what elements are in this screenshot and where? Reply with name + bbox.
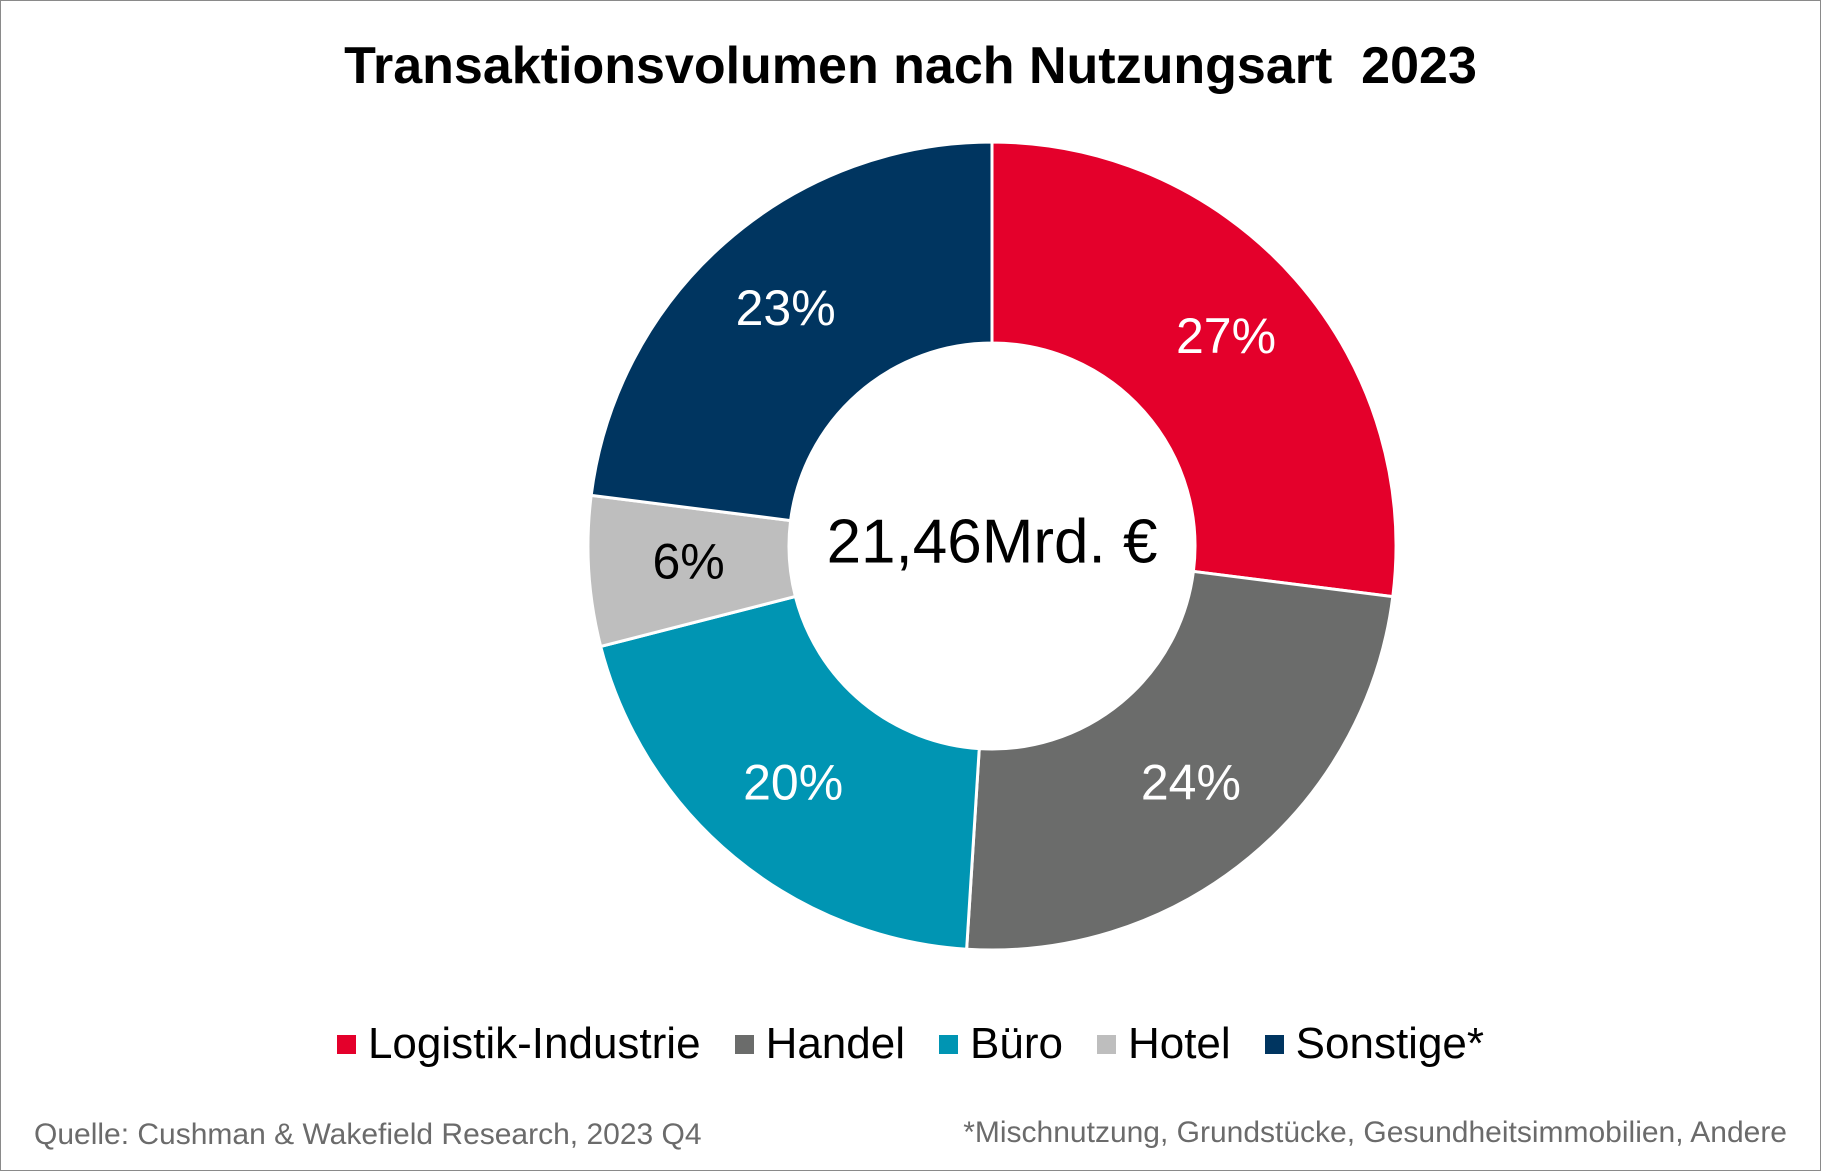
chart-title: Transaktionsvolumen nach Nutzungsart 202…	[344, 37, 1477, 95]
donut-slice-buero	[598, 594, 981, 951]
legend-label: Logistik-Industrie	[367, 1019, 701, 1068]
legend-label: Hotel	[1127, 1019, 1231, 1068]
donut-center-label: 21,46Mrd. €	[827, 507, 1158, 576]
legend-item-handel: Handel	[734, 1019, 905, 1069]
legend-label: Büro	[970, 1019, 1063, 1068]
donut-slice-handel	[965, 569, 1395, 952]
slice-label-sonstige: 23%	[736, 280, 836, 336]
donut-slice-sonstige	[589, 140, 994, 523]
donut-slices	[586, 140, 1398, 952]
legend-swatch	[939, 1034, 958, 1054]
footnote: *Mischnutzung, Grundstücke, Gesundheitsi…	[963, 1116, 1787, 1149]
slice-label-buero: 20%	[743, 755, 843, 811]
legend-label: Handel	[765, 1019, 905, 1068]
legend-item-hotel: Hotel	[1096, 1019, 1231, 1069]
legend-swatch	[734, 1034, 754, 1054]
legend-swatch	[336, 1034, 356, 1054]
legend-label: Sonstige*	[1295, 1019, 1485, 1068]
legend-item-buero: Büro	[939, 1019, 1063, 1069]
legend-swatch	[1096, 1034, 1116, 1054]
donut-slice-logistik	[990, 140, 1398, 599]
slice-label-logistik: 27%	[1176, 308, 1276, 364]
slice-labels: 27% 24% 20% 6% 23%	[652, 280, 1276, 810]
legend-item-sonstige: Sonstige*	[1264, 1019, 1485, 1069]
legend-swatch	[1264, 1034, 1284, 1054]
chart-legend: Logistik-Industrie Handel Büro Hotel Son…	[0, 1016, 1821, 1072]
legend-item-logistik: Logistik-Industrie	[336, 1019, 701, 1069]
source-note: Quelle: Cushman & Wakefield Research, 20…	[34, 1118, 702, 1151]
slice-label-handel: 24%	[1141, 755, 1241, 811]
slice-label-hotel: 6%	[652, 533, 724, 589]
